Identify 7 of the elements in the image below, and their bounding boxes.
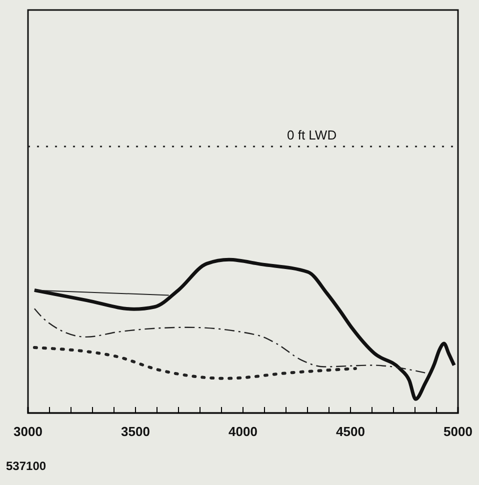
- ref-line-label: 0 ft LWD: [286, 127, 337, 142]
- text: 537100: [6, 459, 46, 473]
- x-tick-label: 4000: [228, 424, 258, 440]
- x-tick-label: 3000: [14, 424, 42, 440]
- x-tick-label: 4500: [336, 424, 365, 440]
- x-tick-label: 5000: [444, 424, 472, 440]
- x-tick-label: 3500: [121, 424, 150, 440]
